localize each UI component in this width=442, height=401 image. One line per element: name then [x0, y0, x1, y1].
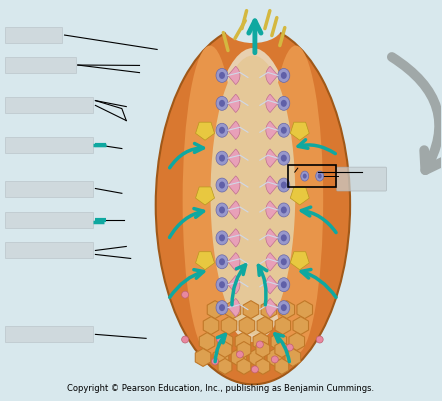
Bar: [5, 97, 93, 113]
Wedge shape: [228, 66, 240, 85]
Bar: [5, 57, 76, 73]
Bar: [5, 243, 93, 258]
Bar: [288, 165, 335, 187]
Ellipse shape: [286, 344, 293, 351]
Ellipse shape: [216, 178, 228, 192]
Ellipse shape: [223, 8, 283, 43]
Ellipse shape: [216, 255, 228, 269]
Ellipse shape: [303, 174, 307, 178]
Ellipse shape: [281, 304, 287, 311]
Ellipse shape: [219, 127, 225, 134]
Wedge shape: [266, 94, 278, 113]
Bar: [5, 27, 62, 43]
Ellipse shape: [216, 69, 228, 83]
Wedge shape: [228, 149, 240, 167]
Ellipse shape: [219, 155, 225, 162]
Bar: [5, 180, 93, 196]
Bar: [5, 213, 93, 229]
Ellipse shape: [216, 123, 228, 137]
Ellipse shape: [219, 182, 225, 188]
Ellipse shape: [281, 72, 287, 79]
Ellipse shape: [281, 127, 287, 134]
Ellipse shape: [219, 72, 225, 79]
Ellipse shape: [236, 351, 244, 358]
Ellipse shape: [182, 336, 189, 343]
Ellipse shape: [278, 278, 290, 292]
Ellipse shape: [281, 234, 287, 241]
Wedge shape: [266, 149, 278, 167]
Bar: [5, 137, 93, 152]
Ellipse shape: [217, 336, 224, 343]
Ellipse shape: [278, 96, 290, 110]
Wedge shape: [228, 275, 240, 294]
Ellipse shape: [278, 178, 290, 192]
Ellipse shape: [182, 291, 189, 298]
Ellipse shape: [278, 69, 290, 83]
Ellipse shape: [281, 207, 287, 213]
Ellipse shape: [256, 341, 263, 348]
Ellipse shape: [219, 304, 225, 311]
Ellipse shape: [216, 203, 228, 217]
Ellipse shape: [219, 258, 225, 265]
Ellipse shape: [156, 26, 350, 385]
Ellipse shape: [251, 366, 259, 373]
Ellipse shape: [278, 151, 290, 165]
Ellipse shape: [219, 234, 225, 241]
Ellipse shape: [281, 100, 287, 107]
Ellipse shape: [219, 207, 225, 213]
Ellipse shape: [216, 151, 228, 165]
FancyBboxPatch shape: [337, 167, 386, 191]
Ellipse shape: [268, 46, 323, 354]
Wedge shape: [228, 298, 240, 317]
Ellipse shape: [278, 255, 290, 269]
Ellipse shape: [278, 203, 290, 217]
Wedge shape: [266, 275, 278, 294]
Ellipse shape: [212, 358, 218, 365]
Ellipse shape: [219, 281, 225, 288]
Wedge shape: [266, 121, 278, 140]
Ellipse shape: [216, 301, 228, 315]
Wedge shape: [266, 176, 278, 194]
Ellipse shape: [281, 281, 287, 288]
Wedge shape: [228, 229, 240, 247]
Text: Copyright © Pearson Education, Inc., publishing as Benjamin Cummings.: Copyright © Pearson Education, Inc., pub…: [68, 384, 374, 393]
Ellipse shape: [281, 182, 287, 188]
Ellipse shape: [271, 356, 278, 363]
Ellipse shape: [210, 55, 295, 334]
Wedge shape: [228, 201, 240, 219]
Bar: [5, 326, 93, 342]
Wedge shape: [228, 121, 240, 140]
Ellipse shape: [216, 96, 228, 110]
Ellipse shape: [216, 278, 228, 292]
Ellipse shape: [301, 171, 309, 181]
Ellipse shape: [183, 46, 237, 354]
Ellipse shape: [281, 155, 287, 162]
Ellipse shape: [216, 231, 228, 245]
FancyArrowPatch shape: [392, 57, 442, 170]
Ellipse shape: [316, 336, 323, 343]
Ellipse shape: [278, 301, 290, 315]
Ellipse shape: [206, 48, 300, 342]
Ellipse shape: [278, 231, 290, 245]
Ellipse shape: [316, 171, 324, 181]
Ellipse shape: [281, 258, 287, 265]
Wedge shape: [266, 229, 278, 247]
Ellipse shape: [219, 100, 225, 107]
Ellipse shape: [278, 123, 290, 137]
Wedge shape: [228, 176, 240, 194]
Ellipse shape: [318, 174, 322, 178]
Wedge shape: [228, 94, 240, 113]
Wedge shape: [266, 201, 278, 219]
Wedge shape: [266, 66, 278, 85]
Wedge shape: [228, 253, 240, 271]
Wedge shape: [266, 253, 278, 271]
Wedge shape: [266, 298, 278, 317]
